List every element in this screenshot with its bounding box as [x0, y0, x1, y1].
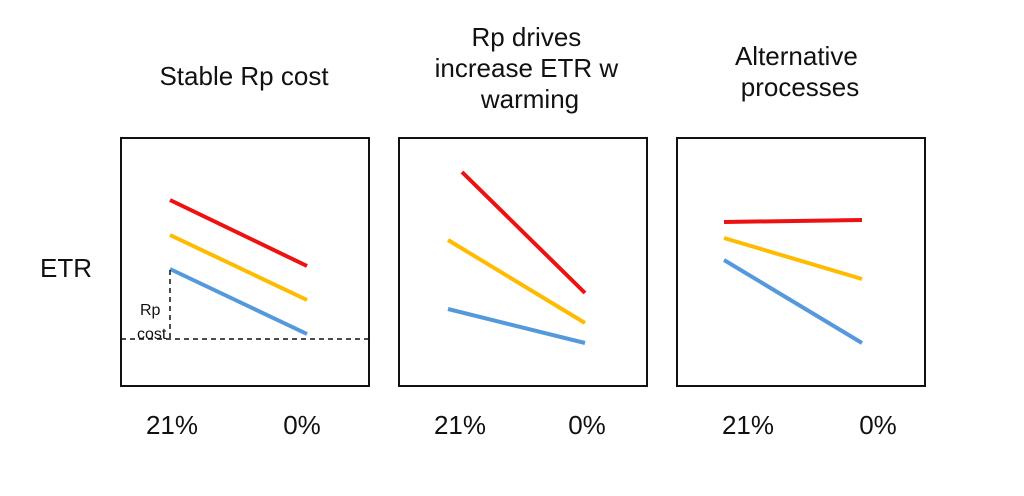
x-tick-label: 21% — [434, 410, 486, 440]
rp-cost-annotation-line: Rp — [140, 302, 161, 319]
series-line-red — [723, 218, 863, 224]
panel-title: Alternative processes — [735, 41, 865, 102]
panel-frame — [120, 137, 370, 387]
panel-title: Stable Rp cost — [159, 61, 329, 91]
panel-title-line: Alternative — [735, 41, 858, 71]
panel-frame — [398, 137, 648, 387]
panel-frame — [676, 137, 926, 387]
x-tick-label: 21% — [722, 410, 774, 440]
panel-rp-drives-increase: Rp drives increase ETR w warming 21% 0% — [398, 22, 648, 440]
series-line-blue — [722, 258, 864, 345]
series-line-blue — [447, 307, 586, 345]
x-tick-label: 0% — [283, 410, 321, 440]
rp-cost-annotation: Rp cost — [137, 302, 167, 343]
y-axis-label: ETR — [40, 253, 92, 283]
panel-title-line: warming — [480, 84, 579, 114]
panel-stable-rp-cost: Stable Rp cost Rp cost 21% 0% — [120, 61, 370, 440]
series-line-orange — [169, 233, 308, 302]
panel-title: Rp drives increase ETR w warming — [435, 22, 626, 114]
panel-title-line: increase ETR w — [435, 53, 619, 83]
panel-title-line: processes — [741, 72, 860, 102]
series-line-orange — [446, 238, 587, 325]
series-line-red — [460, 170, 587, 295]
panel-title-line: Rp drives — [471, 22, 581, 52]
x-tick-label: 21% — [146, 410, 198, 440]
x-tick-label: 0% — [568, 410, 606, 440]
rp-cost-annotation-line: cost — [137, 326, 167, 343]
series-line-red — [169, 198, 308, 268]
series-line-orange — [723, 236, 863, 281]
panel-alternative-processes: Alternative processes 21% 0% — [676, 41, 926, 440]
series-line-blue — [169, 267, 308, 336]
x-tick-label: 0% — [859, 410, 897, 440]
panel-title-line: Stable Rp cost — [159, 61, 329, 91]
